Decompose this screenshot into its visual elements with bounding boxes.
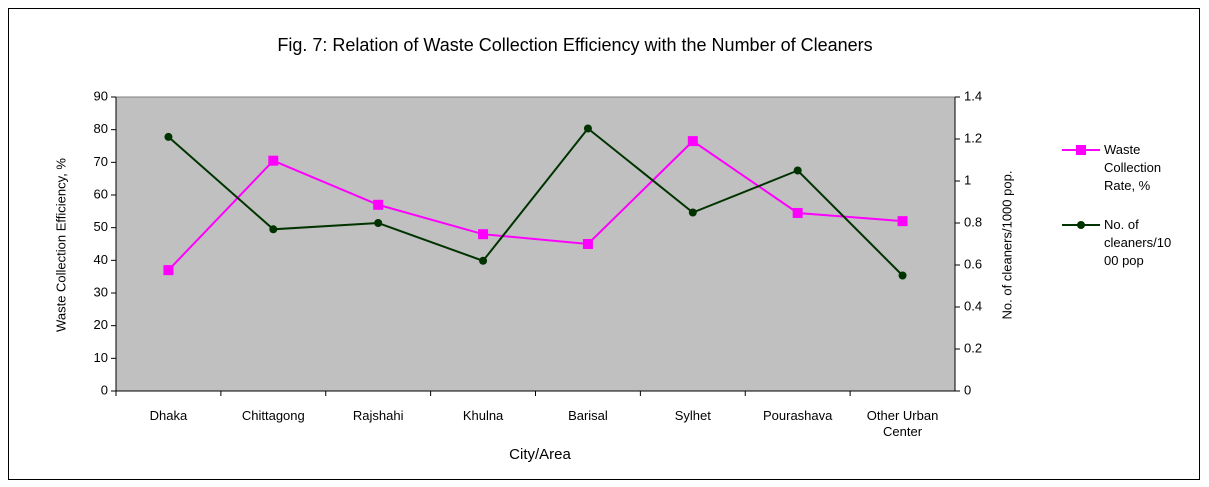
y-tick-label: 40 [94,252,108,267]
series-line [167,127,904,277]
y2-axis-label: No. of cleaners/1000 pop. [999,171,1014,320]
point [792,207,803,218]
x-axis-label: City/Area [509,446,571,463]
y2-tick-label: 1.2 [964,130,982,145]
x-tick-label: Dhaka [149,408,188,423]
point [373,199,384,210]
x-tick-label: Sylhet [674,408,711,423]
y2-tick-label: 0.2 [964,340,982,355]
y-tick-label: 90 [94,88,108,103]
chart-title: Fig. 7: Relation of Waste Collection Eff… [277,35,872,55]
series-line [167,139,903,271]
y2-tick-label: 0.4 [964,298,982,313]
point [269,225,278,234]
legend-label: No. of cleaners/1000 pop [1104,217,1172,268]
point [583,124,592,133]
point [897,216,908,227]
y-tick-label: 0 [101,382,108,397]
point [479,256,488,265]
y-tick-label: 50 [94,219,108,234]
y2-tick-label: 1.4 [964,88,982,103]
legend-marker [1077,221,1085,229]
y-tick-label: 30 [94,284,108,299]
point [478,229,489,240]
point [687,136,698,147]
point [898,271,907,280]
y-tick-label: 70 [94,154,108,169]
y-axis-label: Waste Collection Efficiency, % [53,158,68,332]
y-tick-label: 10 [94,350,108,365]
y-tick-label: 80 [94,121,108,136]
y2-tick-label: 0 [964,382,971,397]
plot-area [115,96,956,392]
x-tick-label: Barisal [568,408,608,423]
point [582,239,593,249]
point [374,219,383,227]
y2-tick-label: 1 [964,172,971,187]
y2-tick-label: 0.6 [964,256,982,271]
x-tick-label: Other Urban Center [866,408,939,439]
x-tick-label: Khulna [462,408,504,423]
point [163,265,174,276]
point [688,208,697,217]
y2-tick-label: 0.8 [964,214,982,229]
point [268,155,279,166]
x-tick-label: Chittagong [241,408,305,423]
y-tick-label: 20 [94,317,108,332]
point [164,132,173,141]
legend-marker [1076,145,1086,155]
x-tick-label: Rajshahi [352,408,404,423]
x-tick-label: Pourashava [762,408,833,423]
point [793,166,802,175]
y-tick-label: 60 [94,186,108,201]
legend-label: Waste Collection Rate, % [1104,142,1162,193]
